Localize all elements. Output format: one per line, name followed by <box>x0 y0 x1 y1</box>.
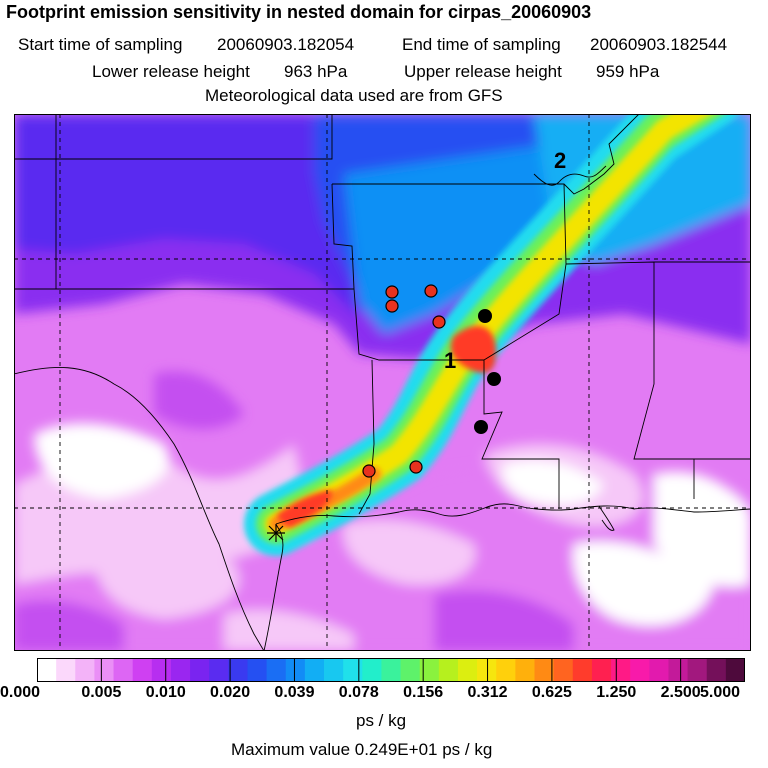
plume-label-1: 1 <box>444 348 456 373</box>
colorbar-swatch <box>381 658 402 682</box>
colorbar-swatch <box>304 658 325 682</box>
colorbar-swatch <box>496 658 516 682</box>
map-frame <box>14 114 751 651</box>
lower-height-label: Lower release height <box>92 62 250 81</box>
colorbar-tick-label: 2.500 <box>660 684 701 701</box>
colorbar-swatch <box>56 658 76 682</box>
black-marker <box>474 420 488 434</box>
emission-plume <box>244 114 739 556</box>
colorbar-tick-label: 0.010 <box>145 684 186 701</box>
red-receptor-markers <box>362 284 446 478</box>
colorbar-swatch <box>572 658 593 682</box>
colorbar-unit-label: ps / kg <box>356 711 407 730</box>
colorbar-swatch <box>515 658 536 682</box>
red-marker <box>409 460 423 474</box>
colorbar-tick-label: 1.250 <box>596 684 637 701</box>
colorbar-swatch <box>94 658 115 682</box>
colorbar-swatch <box>343 658 363 682</box>
upper-height-label: Upper release height <box>404 62 562 81</box>
colorbar-swatch <box>668 658 689 682</box>
met-data-line: Meteorological data used are from GFS <box>205 86 503 105</box>
plot-title: Footprint emission sensitivity in nested… <box>6 2 592 22</box>
colorbar-swatch <box>630 658 650 682</box>
colorbar-swatch <box>190 658 210 682</box>
graticule <box>14 114 751 651</box>
colorbar-swatch <box>37 658 57 682</box>
black-marker <box>487 372 501 386</box>
start-time-value: 20060903.182054 <box>217 35 355 54</box>
release-point-marker <box>267 524 285 542</box>
colorbar-swatch <box>553 658 574 682</box>
colorbar-tick-label: 0.005 <box>81 684 122 701</box>
red-marker <box>424 284 438 298</box>
plume-label-2: 2 <box>554 148 566 173</box>
colorbar-swatch <box>228 658 248 682</box>
colorbar-swatch <box>132 658 153 682</box>
footprint-map: 1 2 <box>14 114 751 651</box>
black-receptor-markers <box>474 309 501 434</box>
colorbar-swatch <box>687 658 708 682</box>
colorbar-swatch <box>324 658 344 682</box>
colorbar <box>37 658 745 682</box>
colorbar-tick-label: 0.078 <box>338 684 379 701</box>
colorbar-swatch <box>477 658 497 682</box>
colorbar-tick-label: 0.000 <box>0 684 41 701</box>
colorbar-swatch <box>534 658 555 682</box>
colorbar-swatch <box>247 658 268 682</box>
colorbar-swatch <box>170 658 191 682</box>
red-marker <box>385 299 399 313</box>
lower-height-value: 963 hPa <box>284 62 348 81</box>
end-time-value: 20060903.182544 <box>590 35 728 54</box>
red-marker <box>385 285 399 299</box>
maximum-value-label: Maximum value 0.249E+01 ps / kg <box>231 740 493 759</box>
upper-height-value: 959 hPa <box>596 62 660 81</box>
colorbar-swatch <box>457 658 478 682</box>
colorbar-swatch <box>113 658 134 682</box>
colorbar-swatch <box>151 658 172 682</box>
colorbar-swatch <box>611 658 631 682</box>
colorbar-swatch <box>706 658 727 682</box>
start-time-label: Start time of sampling <box>18 35 183 54</box>
end-time-label: End time of sampling <box>402 35 561 54</box>
colorbar-tick-label: 0.625 <box>531 684 572 701</box>
colorbar-tick-label: 5.000 <box>700 684 741 701</box>
colorbar-tick-label: 0.039 <box>274 684 315 701</box>
colorbar-swatch <box>362 658 382 682</box>
red-marker <box>362 464 376 478</box>
colorbar-swatch <box>438 658 459 682</box>
colorbar-frame <box>37 658 745 682</box>
colorbar-swatch <box>591 658 612 682</box>
colorbar-swatch <box>725 658 745 682</box>
colorbar-swatch <box>75 658 95 682</box>
red-marker <box>432 315 446 329</box>
colorbar-swatch <box>285 658 306 682</box>
colorbar-tick-label: 0.156 <box>403 684 444 701</box>
colorbar-swatch <box>400 658 421 682</box>
black-marker <box>478 309 492 323</box>
colorbar-swatch <box>209 658 229 682</box>
colorbar-swatch <box>649 658 669 682</box>
colorbar-tick-label: 0.312 <box>467 684 508 701</box>
colorbar-swatch <box>419 658 440 682</box>
colorbar-tick-label: 0.020 <box>210 684 251 701</box>
boundaries <box>14 114 751 651</box>
colorbar-swatch <box>266 658 287 682</box>
